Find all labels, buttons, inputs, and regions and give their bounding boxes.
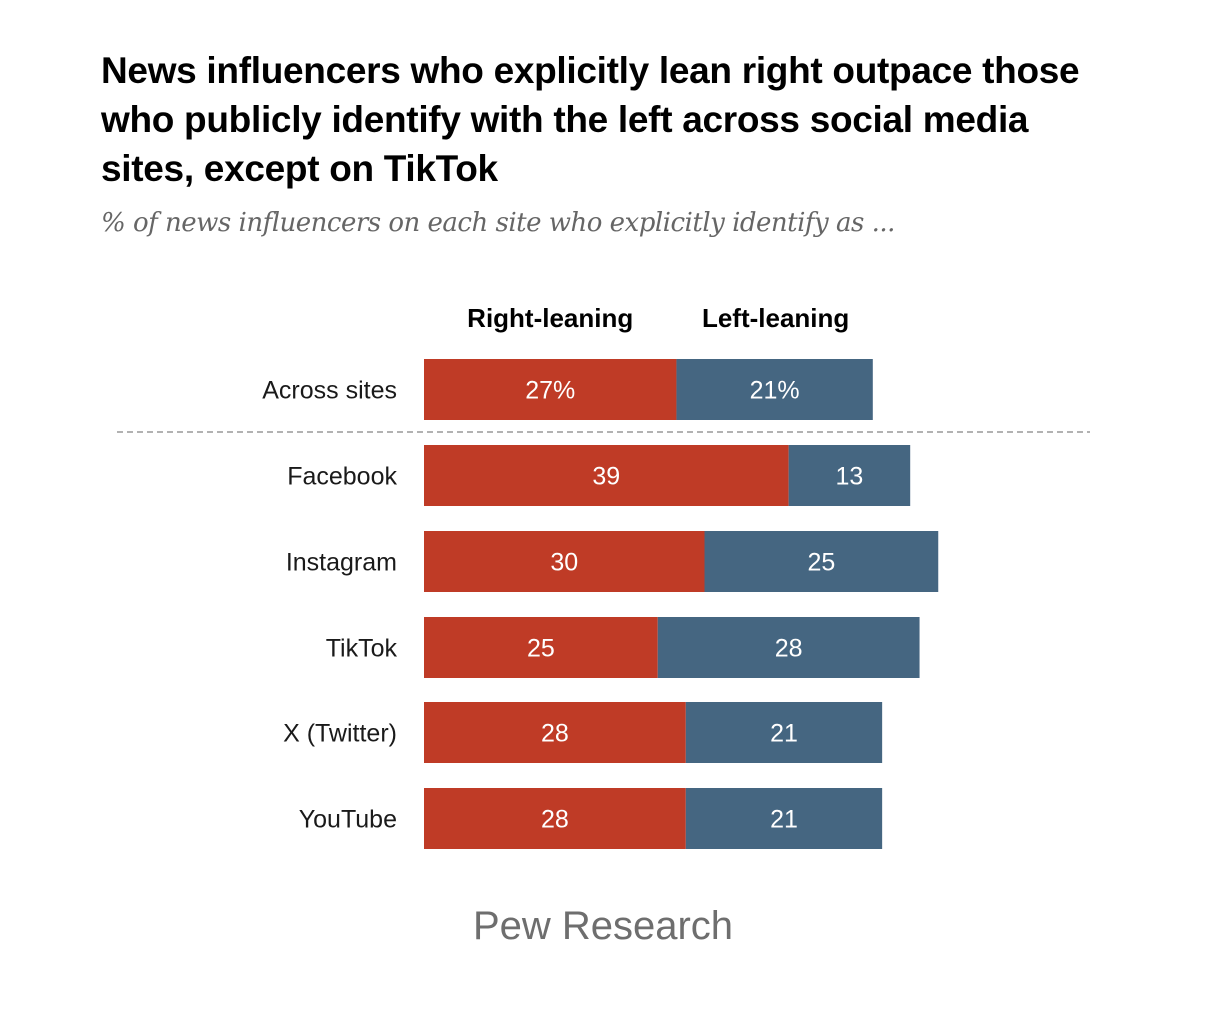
bar-right-leaning — [424, 531, 705, 592]
bar-right-leaning — [424, 445, 789, 506]
chart-rows: Across sites 27% 21% Facebook 39 13 Instagram 3… — [117, 359, 1090, 849]
bar-row: Facebook 39 13 — [287, 445, 911, 506]
bar-left-leaning — [788, 445, 911, 506]
bar-left-leaning — [685, 702, 883, 763]
data-label: 28 — [541, 806, 569, 834]
data-label: 27% — [525, 377, 575, 405]
bar-right-leaning — [424, 359, 677, 420]
data-label: 39 — [592, 463, 620, 491]
bar-row: X (Twitter) 28 21 — [283, 702, 883, 763]
bar-left-leaning — [685, 788, 883, 849]
data-label: 25 — [527, 635, 555, 663]
legend-left-leaning: Left-leaning — [702, 303, 849, 333]
data-label: 28 — [541, 720, 569, 748]
category-label: Across sites — [262, 377, 397, 405]
bar-row: YouTube 28 21 — [299, 788, 883, 849]
data-label: 21 — [770, 806, 798, 834]
data-label: 30 — [550, 549, 578, 577]
category-label: YouTube — [299, 806, 397, 834]
bar-chart: Right-leaning Left-leaning Across sites 27… — [117, 303, 1090, 849]
data-label: 13 — [836, 463, 864, 491]
bar-left-leaning — [676, 359, 873, 420]
bar-left-leaning — [704, 531, 939, 592]
category-label: X (Twitter) — [283, 720, 397, 748]
data-label: 21 — [770, 720, 798, 748]
category-label: Facebook — [287, 463, 397, 491]
data-label: 25 — [807, 549, 835, 577]
data-label: 28 — [775, 635, 803, 663]
legend-right-leaning: Right-leaning — [467, 303, 633, 333]
category-label: TikTok — [326, 635, 398, 663]
chart-title: News influencers who explicitly lean rig… — [101, 50, 1080, 189]
bar-left-leaning — [657, 617, 920, 678]
bar-row: TikTok 25 28 — [326, 617, 920, 678]
bar-right-leaning — [424, 788, 686, 849]
chart-subtitle: % of news influencers on each site who e… — [101, 208, 895, 238]
bar-right-leaning — [424, 617, 658, 678]
source-label: Pew Research — [472, 904, 734, 948]
legend: Right-leaning Left-leaning — [467, 303, 849, 333]
bar-row: Instagram 30 25 — [286, 531, 939, 592]
bar-row: Across sites 27% 21% — [262, 359, 873, 420]
bar-right-leaning — [424, 702, 686, 763]
data-label: 21% — [750, 377, 800, 405]
category-label: Instagram — [286, 549, 397, 577]
